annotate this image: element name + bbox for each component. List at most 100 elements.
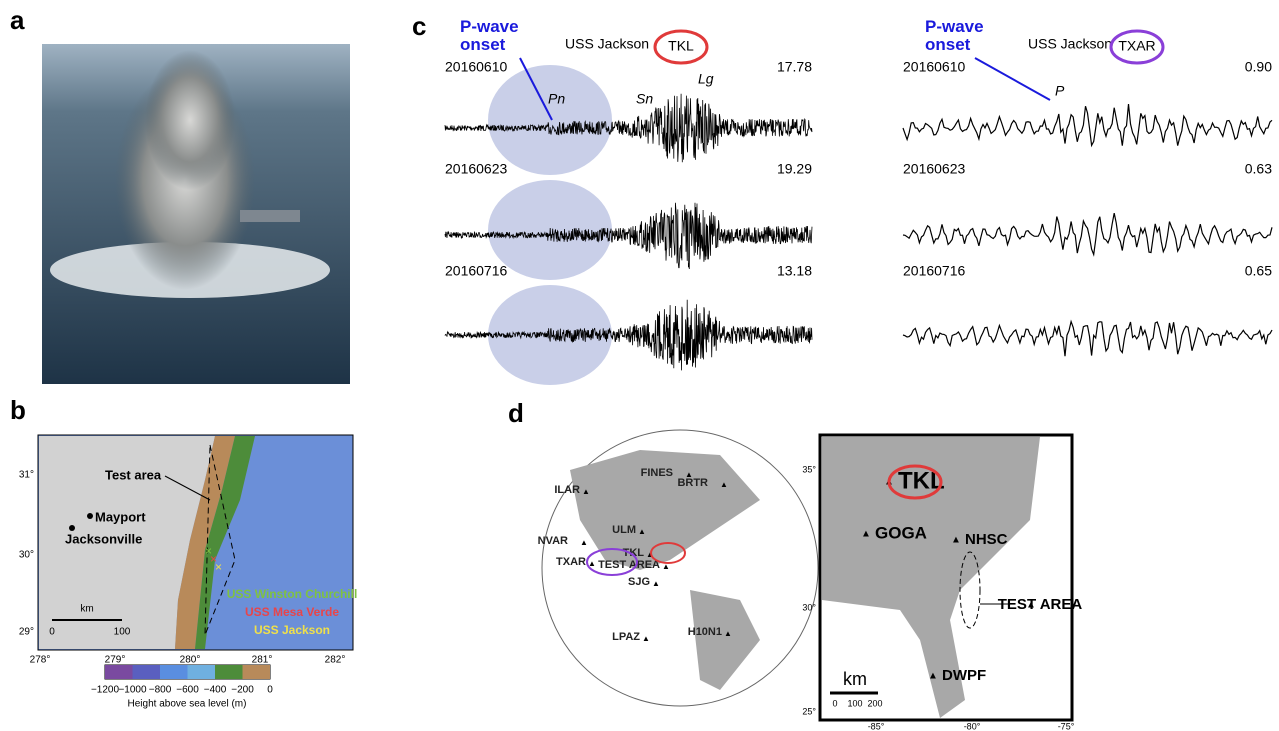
amplitude: 17.78: [777, 59, 812, 75]
lat-tick: 30°: [19, 550, 34, 561]
colorbar-title: Height above sea level (m): [128, 699, 247, 710]
station: ILAR: [554, 484, 580, 496]
station: TXAR: [556, 556, 586, 568]
ship-name: USS Mesa Verde: [245, 605, 339, 619]
station: TKL: [668, 38, 694, 54]
panel-label: b: [10, 395, 26, 425]
colorbar-tick: −200: [231, 685, 254, 696]
station: TXAR: [1118, 38, 1155, 54]
panel-label: a: [10, 5, 25, 35]
colorbar-cell: [243, 665, 271, 679]
date: 20160623: [903, 161, 966, 177]
station-marker: ▲: [724, 629, 732, 638]
scale-tick: 0: [832, 698, 837, 708]
figure: a b c d 31° 30° 29° 278° 279° 280° 281° 282° Test ar…: [0, 0, 1279, 731]
date: 20160610: [445, 59, 508, 75]
station: TKL: [623, 547, 645, 559]
amplitude: 19.29: [777, 161, 812, 177]
lon-tick: -75°: [1058, 721, 1075, 731]
marker: [69, 525, 75, 531]
colorbar-cell: [215, 665, 243, 679]
colorbar-tick: −1000: [118, 685, 147, 696]
ship: [240, 210, 300, 222]
amplitude: 0.90: [1245, 59, 1272, 75]
lon-tick: 282°: [325, 655, 346, 666]
station-marker: ▲: [720, 480, 728, 489]
place: Test area: [105, 467, 162, 482]
colorbar-tick: −800: [149, 685, 172, 696]
station-marker: ▲: [951, 535, 961, 546]
amplitude: 13.18: [777, 263, 812, 279]
lon-tick: -85°: [868, 721, 885, 731]
place: Mayport: [95, 509, 146, 524]
station: NHSC: [965, 531, 1008, 548]
colorbar-cell: [133, 665, 161, 679]
panel-label: d: [508, 398, 524, 428]
phase: Sn: [636, 91, 653, 107]
station-marker: ▲: [580, 538, 588, 547]
colorbar-tick: −400: [204, 685, 227, 696]
onset-label: P-wave onset: [925, 18, 995, 54]
lat-tick: 35°: [802, 464, 816, 474]
colorbar-tick: 0: [267, 685, 273, 696]
station-marker: ▲: [642, 634, 650, 643]
panel-label: c: [412, 11, 426, 41]
seismogram: [903, 322, 1272, 357]
station-marker: ▲: [582, 487, 590, 496]
station: TEST AREA: [598, 559, 660, 571]
station: H10N1: [688, 626, 722, 638]
phase: P: [1055, 83, 1065, 99]
station-marker: ▲: [861, 529, 871, 540]
ship-marker: ×: [215, 560, 222, 574]
date: 20160716: [445, 263, 508, 279]
station: GOGA: [875, 523, 927, 542]
lon-tick: 280°: [180, 655, 201, 666]
station-marker: ▲: [652, 579, 660, 588]
place: Jacksonville: [65, 531, 142, 546]
lat-tick: 30°: [802, 602, 816, 612]
scale-tick: 200: [867, 698, 882, 708]
station-marker: ▲: [638, 527, 646, 536]
seismogram: [903, 213, 1272, 254]
station: FINES: [641, 467, 673, 479]
date: 20160610: [903, 59, 966, 75]
scale-unit: km: [80, 604, 93, 615]
colorbar-tick: −600: [176, 685, 199, 696]
scale-tick: 100: [847, 698, 862, 708]
station: SJG: [628, 576, 650, 588]
station: LPAZ: [612, 631, 640, 643]
ship-name: USS Jackson: [254, 623, 330, 637]
ship-name: USS Jackson: [565, 36, 649, 52]
lon-tick: 278°: [30, 655, 51, 666]
ship-name: USS Winston Churchill: [227, 587, 358, 601]
page: { "panel_labels": ["a", "b", "c", "d"], …: [0, 0, 1279, 731]
lat-tick: 25°: [802, 706, 816, 716]
station-marker: ▲: [928, 671, 938, 682]
station: BRTR: [677, 477, 708, 489]
scale-tick: 0: [49, 627, 55, 638]
amplitude: 0.63: [1245, 161, 1272, 177]
colorbar-cell: [188, 665, 216, 679]
scale-unit: km: [843, 669, 867, 689]
lat-tick: 31°: [19, 470, 34, 481]
station: DWPF: [942, 667, 986, 684]
onset-label: P-wave onset: [460, 18, 530, 54]
lon-tick: 279°: [105, 655, 126, 666]
date: 20160623: [445, 161, 508, 177]
ship-name: USS Jackson: [1028, 36, 1112, 52]
lat-tick: 29°: [19, 627, 34, 638]
lon-tick: 281°: [252, 655, 273, 666]
colorbar-cell: [105, 665, 133, 679]
colorbar-cell: [160, 665, 188, 679]
amplitude: 0.65: [1245, 263, 1272, 279]
scale-tick: 100: [114, 627, 131, 638]
phase: Pn: [548, 91, 565, 107]
onset-window: [488, 65, 612, 175]
arrow: [975, 58, 1050, 100]
date: 20160716: [903, 263, 966, 279]
station: NVAR: [538, 535, 568, 547]
seismogram: [903, 104, 1272, 146]
marker: [87, 513, 93, 519]
colorbar-tick: −1200: [91, 685, 120, 696]
lon-tick: -80°: [964, 721, 981, 731]
